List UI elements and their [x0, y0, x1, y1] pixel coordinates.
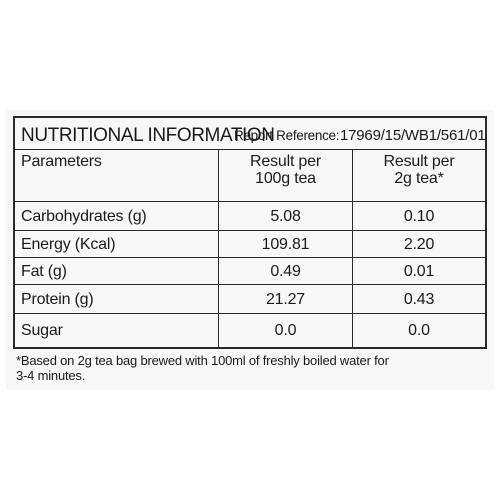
row-value-2g: 0.43: [403, 290, 435, 308]
row-value-2g: 2.20: [403, 235, 435, 253]
table-title: NUTRITIONAL INFORMATION: [21, 125, 275, 146]
footnote-line2: 3-4 minutes.: [16, 368, 86, 383]
row-value-100g: 0.0: [219, 314, 353, 347]
row-parameter: Fat (g): [15, 258, 219, 284]
table-row: Energy (Kcal) 109.81 2.20: [15, 231, 485, 258]
header-per-100g-line1: Result per: [250, 153, 321, 170]
table-header-row: Parameters Result per 100g tea Result pe…: [15, 150, 485, 202]
row-value-2g: 0.10: [403, 207, 435, 225]
report-reference-value: 17969/15/WB1/561/01: [340, 127, 486, 144]
table-row: Carbohydrates (g) 5.08 0.10: [15, 202, 485, 231]
header-per-2g-line1: Result per: [383, 153, 455, 170]
header-per-100g-line2: 100g tea: [255, 170, 316, 187]
row-value-2g: 0.01: [403, 262, 435, 280]
row-value-100g: 0.49: [219, 258, 353, 284]
table-title-row: NUTRITIONAL INFORMATION Report Reference…: [15, 118, 486, 150]
footnote: *Based on 2g tea bag brewed with 100ml o…: [16, 353, 486, 383]
label-panel: [6, 110, 494, 390]
header-per-100g: Result per 100g tea: [219, 150, 353, 201]
row-parameter: Energy (Kcal): [15, 231, 219, 257]
header-per-2g-line2: 2g tea*: [394, 170, 444, 187]
table-row: Fat (g) 0.49 0.01: [15, 258, 485, 285]
header-per-2g: Result per 2g tea*: [353, 150, 485, 201]
table-row: Sugar 0.0 0.0: [15, 314, 485, 347]
row-value-100g: 21.27: [219, 285, 353, 313]
row-parameter: Protein (g): [15, 285, 219, 313]
header-parameters-label: Parameters: [21, 153, 102, 170]
row-parameter: Carbohydrates (g): [15, 202, 219, 230]
nutrition-table: NUTRITIONAL INFORMATION Report Reference…: [13, 116, 487, 349]
row-value-2g: 0.0: [408, 322, 430, 339]
row-value-100g: 5.08: [219, 202, 353, 230]
row-parameter: Sugar: [15, 314, 219, 347]
row-value-100g: 109.81: [219, 231, 353, 257]
report-reference-label: Report Reference:: [234, 128, 340, 143]
table-row: Protein (g) 21.27 0.43: [15, 285, 485, 314]
header-parameters: Parameters: [15, 150, 219, 201]
footnote-line1: *Based on 2g tea bag brewed with 100ml o…: [16, 353, 389, 368]
